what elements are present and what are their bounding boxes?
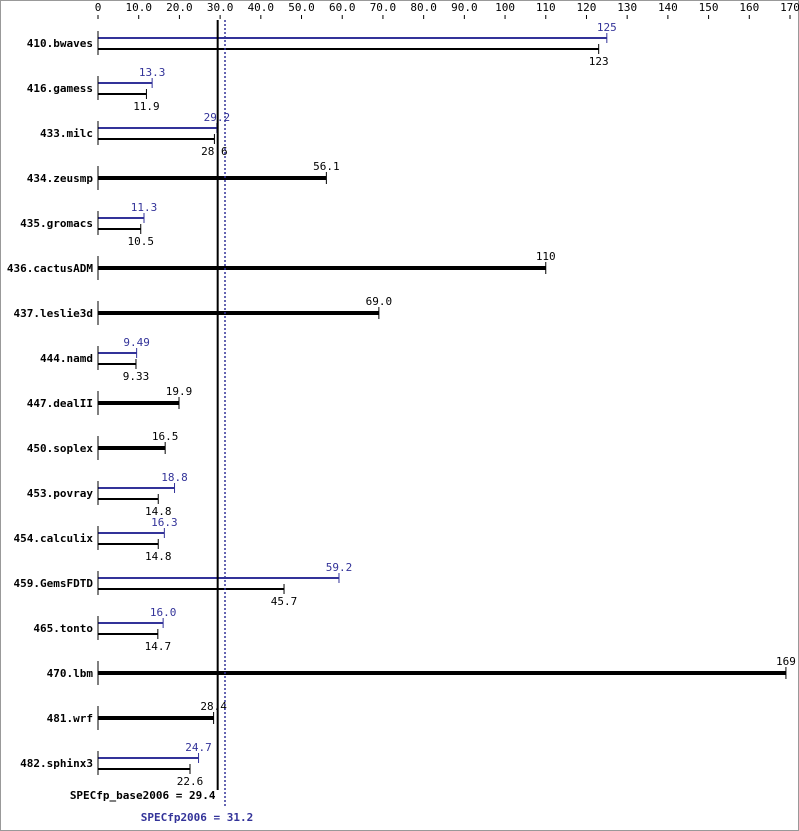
base-bar bbox=[98, 633, 158, 635]
x-tick-label: 10.0 bbox=[125, 1, 152, 14]
value-label: 28.6 bbox=[201, 145, 228, 158]
value-label: 28.4 bbox=[200, 700, 227, 713]
value-label: 22.6 bbox=[177, 775, 204, 788]
x-tick-label: 110 bbox=[536, 1, 556, 14]
x-tick-label: 0 bbox=[95, 1, 102, 14]
x-tick-label: 30.0 bbox=[207, 1, 234, 14]
base-bar bbox=[98, 363, 136, 365]
peak-bar bbox=[98, 37, 607, 39]
value-label: 110 bbox=[536, 250, 556, 263]
reference-label: SPECfp2006 = 31.2 bbox=[141, 811, 254, 824]
category-label: 454.calculix bbox=[14, 532, 94, 545]
category-label: 481.wrf bbox=[47, 712, 93, 725]
peak-bar bbox=[98, 127, 217, 129]
category-label: 436.cactusADM bbox=[7, 262, 93, 275]
value-label: 9.49 bbox=[123, 336, 150, 349]
base-bar bbox=[98, 768, 190, 770]
base-bar bbox=[98, 93, 147, 95]
category-label: 444.namd bbox=[40, 352, 93, 365]
base-bar bbox=[98, 588, 285, 590]
base-bar bbox=[98, 266, 546, 270]
base-bar bbox=[98, 716, 214, 720]
x-tick-label: 50.0 bbox=[288, 1, 315, 14]
category-label: 434.zeusmp bbox=[27, 172, 94, 185]
x-tick-label: 160 bbox=[739, 1, 759, 14]
value-label: 18.8 bbox=[161, 471, 188, 484]
category-label: 437.leslie3d bbox=[14, 307, 93, 320]
value-label: 123 bbox=[589, 55, 609, 68]
x-tick-label: 60.0 bbox=[329, 1, 356, 14]
category-label: 416.gamess bbox=[27, 82, 93, 95]
value-label: 59.2 bbox=[326, 561, 353, 574]
value-label: 14.7 bbox=[145, 640, 172, 653]
value-label: 24.7 bbox=[185, 741, 212, 754]
peak-bar bbox=[98, 622, 164, 624]
base-bar bbox=[98, 138, 215, 140]
peak-bar bbox=[98, 757, 199, 759]
base-bar bbox=[98, 446, 166, 450]
x-tick-label: 90.0 bbox=[451, 1, 478, 14]
value-label: 169 bbox=[776, 655, 796, 668]
value-label: 13.3 bbox=[139, 66, 166, 79]
x-tick-label: 40.0 bbox=[248, 1, 275, 14]
peak-bar bbox=[98, 82, 153, 84]
x-tick-label: 20.0 bbox=[166, 1, 193, 14]
category-label: 433.milc bbox=[40, 127, 93, 140]
category-label: 482.sphinx3 bbox=[20, 757, 93, 770]
category-label: 450.soplex bbox=[27, 442, 94, 455]
base-bar bbox=[98, 543, 159, 545]
category-label: 410.bwaves bbox=[27, 37, 93, 50]
peak-bar bbox=[98, 532, 165, 534]
value-label: 11.9 bbox=[133, 100, 160, 113]
value-label: 125 bbox=[597, 21, 617, 34]
category-label: 435.gromacs bbox=[20, 217, 93, 230]
category-label: 465.tonto bbox=[33, 622, 93, 635]
value-label: 16.0 bbox=[150, 606, 177, 619]
value-label: 14.8 bbox=[145, 550, 172, 563]
value-label: 14.8 bbox=[145, 505, 172, 518]
peak-bar bbox=[98, 217, 144, 219]
value-label: 19.9 bbox=[166, 385, 193, 398]
base-bar bbox=[98, 671, 786, 675]
reference-label: SPECfp_base2006 = 29.4 bbox=[70, 789, 216, 802]
base-bar bbox=[98, 176, 327, 180]
x-tick-label: 80.0 bbox=[410, 1, 437, 14]
x-tick-label: 120 bbox=[577, 1, 597, 14]
x-tick-label: 140 bbox=[658, 1, 678, 14]
value-label: 11.3 bbox=[131, 201, 158, 214]
value-label: 45.7 bbox=[271, 595, 298, 608]
value-label: 9.33 bbox=[123, 370, 150, 383]
category-label: 447.dealII bbox=[27, 397, 93, 410]
base-bar bbox=[98, 401, 180, 405]
category-label: 453.povray bbox=[27, 487, 94, 500]
value-label: 69.0 bbox=[366, 295, 393, 308]
category-label: 459.GemsFDTD bbox=[14, 577, 94, 590]
category-label: 470.lbm bbox=[47, 667, 94, 680]
base-bar bbox=[98, 48, 599, 50]
base-bar bbox=[98, 311, 379, 315]
value-label: 16.3 bbox=[151, 516, 178, 529]
value-label: 10.5 bbox=[127, 235, 154, 248]
base-bar bbox=[98, 498, 159, 500]
base-bar bbox=[98, 228, 141, 230]
peak-bar bbox=[98, 487, 175, 489]
x-tick-label: 70.0 bbox=[370, 1, 397, 14]
x-tick-label: 150 bbox=[699, 1, 719, 14]
peak-bar bbox=[98, 352, 137, 354]
value-label: 16.5 bbox=[152, 430, 179, 443]
x-tick-label: 130 bbox=[617, 1, 637, 14]
x-tick-label: 100 bbox=[495, 1, 515, 14]
value-label: 56.1 bbox=[313, 160, 340, 173]
x-tick-label: 170 bbox=[780, 1, 799, 14]
